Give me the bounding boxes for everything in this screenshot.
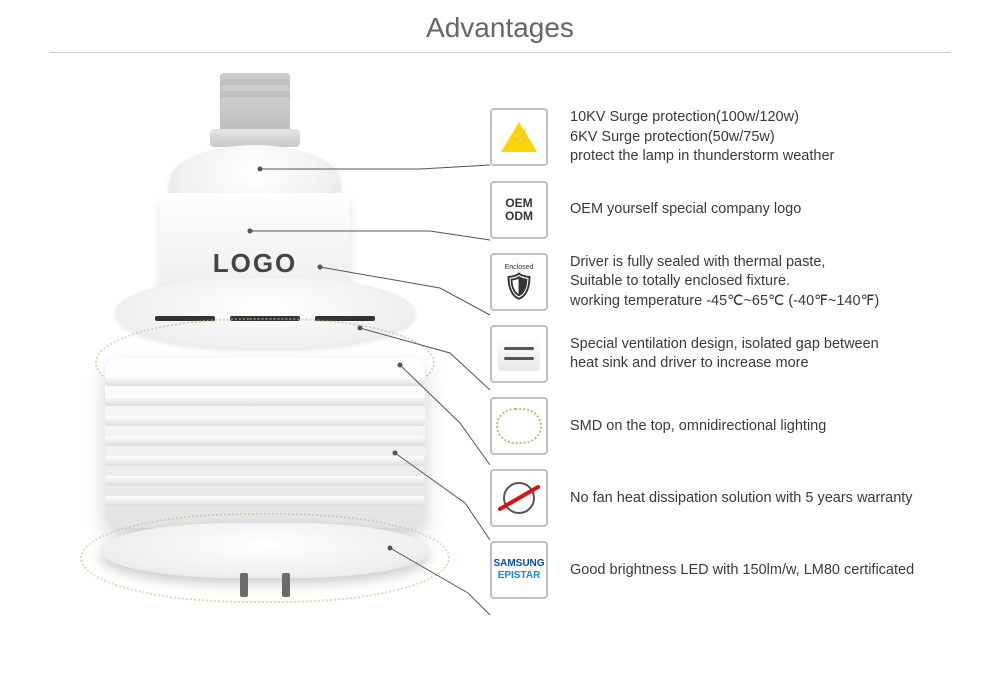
feature-row-nofan: No fan heat dissipation solution with 5 … — [490, 469, 980, 527]
feature-text: Special ventilation design, isolated gap… — [570, 335, 879, 374]
heatsink-fin — [105, 456, 425, 466]
smd-top-icon — [490, 397, 548, 455]
feature-row-smd: SMD on the top, omnidirectional lighting — [490, 397, 980, 455]
feature-row-surge: 10KV Surge protection(100w/120w) 6KV Sur… — [490, 108, 980, 167]
feature-row-oem: OEMODM OEM yourself special company logo — [490, 181, 980, 239]
feature-text: Good brightness LED with 150lm/w, LM80 c… — [570, 561, 914, 581]
oem-odm-icon: OEMODM — [490, 181, 548, 239]
no-fan-icon — [490, 469, 548, 527]
heatsink-fin — [105, 476, 425, 486]
product-logo-text: LOGO — [180, 248, 330, 279]
feature-list: 10KV Surge protection(100w/120w) 6KV Sur… — [490, 108, 980, 613]
feature-text: 10KV Surge protection(100w/120w) 6KV Sur… — [570, 108, 834, 167]
feature-text: Driver is fully sealed with thermal past… — [570, 253, 879, 312]
feature-row-ventilation: Special ventilation design, isolated gap… — [490, 325, 980, 383]
feature-text: No fan heat dissipation solution with 5 … — [570, 489, 913, 509]
heatsink-fin — [105, 496, 425, 506]
led-brand-icon: SAMSUNGEPISTAR — [490, 541, 548, 599]
heatsink-body — [105, 358, 425, 528]
caution-icon — [490, 108, 548, 166]
ventilation-icon — [490, 325, 548, 383]
bottom-plate — [100, 523, 430, 578]
enclosed-icon: Enclosed 🛡 — [490, 253, 548, 311]
mounting-feet — [240, 573, 290, 601]
screw-base — [220, 73, 290, 133]
heatsink-fin — [105, 416, 425, 426]
heatsink-fin — [105, 436, 425, 446]
feature-text: OEM yourself special company logo — [570, 200, 801, 220]
stage: LOGO 10KV Surge protection(100w/120w) — [0, 53, 1000, 653]
feature-row-brand: SAMSUNGEPISTAR Good brightness LED with … — [490, 541, 980, 599]
product-illustration: LOGO — [60, 73, 480, 633]
feature-text: SMD on the top, omnidirectional lighting — [570, 417, 826, 437]
feature-row-enclosed: Enclosed 🛡 Driver is fully sealed with t… — [490, 253, 980, 312]
page-title: Advantages — [0, 0, 1000, 44]
heatsink-fin — [105, 376, 425, 386]
heatsink-fin — [105, 396, 425, 406]
